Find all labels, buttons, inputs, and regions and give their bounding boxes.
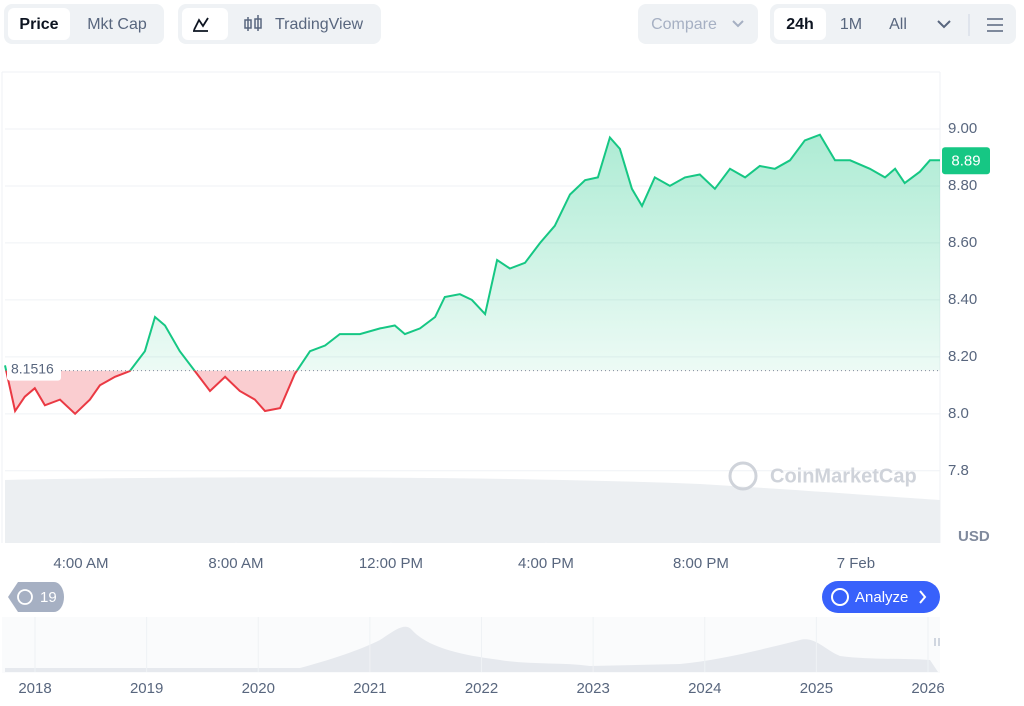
area-below bbox=[6, 370, 297, 414]
range-1m[interactable]: 1M bbox=[840, 16, 862, 33]
range-24h[interactable]: 24h bbox=[786, 16, 814, 33]
range-toggle bbox=[770, 4, 1016, 44]
navigator-year: 2025 bbox=[800, 680, 833, 697]
volume-area bbox=[5, 477, 940, 543]
line-icon bbox=[193, 17, 209, 32]
candle-icon bbox=[244, 15, 262, 31]
x-tick-label: 4:00 PM bbox=[518, 555, 574, 572]
compare-button[interactable] bbox=[638, 4, 758, 44]
navigator-year: 2026 bbox=[911, 680, 944, 697]
mktcap-tab[interactable]: Mkt Cap bbox=[87, 16, 147, 33]
navigator-year: 2020 bbox=[242, 680, 275, 697]
y-tick-label: 8.80 bbox=[948, 177, 977, 194]
x-tick-label: 8:00 AM bbox=[208, 555, 263, 572]
current-price-badge bbox=[942, 147, 990, 175]
unit-label: USD bbox=[958, 528, 990, 545]
range-24h-bg[interactable] bbox=[774, 8, 826, 40]
navigator-year: 2019 bbox=[130, 680, 163, 697]
analyze-chevron bbox=[919, 590, 927, 604]
x-tick-label: 4:00 AM bbox=[53, 555, 108, 572]
price-tab-bg[interactable] bbox=[8, 8, 70, 40]
analyze-label[interactable]: Analyze bbox=[855, 589, 908, 606]
analyze-icon bbox=[831, 588, 849, 606]
navigator-year: 2021 bbox=[353, 680, 386, 697]
navigator-year: 2024 bbox=[688, 680, 721, 697]
price-line-above bbox=[4, 133, 940, 371]
chevron bbox=[732, 20, 744, 28]
navigator-handle[interactable] bbox=[934, 638, 940, 646]
price-tab[interactable]: Price bbox=[19, 16, 58, 33]
chart-type-toggle bbox=[178, 4, 381, 44]
history-count[interactable]: 19 bbox=[40, 589, 57, 606]
x-tick-label: 8:00 PM bbox=[673, 555, 729, 572]
history-pill[interactable] bbox=[8, 582, 64, 612]
reference-label: 8.1516 bbox=[11, 360, 54, 376]
navigator-year: 2018 bbox=[18, 680, 51, 697]
area-above bbox=[5, 134, 940, 371]
x-tick-label: 7 Feb bbox=[837, 555, 875, 572]
compare-label[interactable]: Compare bbox=[651, 16, 717, 33]
analyze-button[interactable] bbox=[822, 581, 940, 613]
reference-badge bbox=[7, 358, 61, 381]
navigator-year: 2022 bbox=[465, 680, 498, 697]
y-tick-label: 7.8 bbox=[948, 462, 969, 479]
navigator-year: 2023 bbox=[576, 680, 609, 697]
range-all[interactable]: All bbox=[889, 16, 907, 33]
watermark: CoinMarketCap bbox=[770, 465, 917, 487]
settings-icon[interactable] bbox=[987, 18, 1003, 32]
tradingview-tab[interactable]: TradingView bbox=[275, 16, 363, 33]
current-price-label: 8.89 bbox=[951, 152, 980, 169]
y-tick-label: 8.60 bbox=[948, 234, 977, 251]
x-tick-label: 12:00 PM bbox=[359, 555, 423, 572]
watermark-logo bbox=[728, 461, 758, 491]
y-tick-label: 8.40 bbox=[948, 291, 977, 308]
y-tick-label: 8.0 bbox=[948, 405, 969, 422]
history-icon bbox=[17, 589, 33, 605]
y-tick-label: 9.00 bbox=[948, 120, 977, 137]
y-tick-label: 8.20 bbox=[948, 348, 977, 365]
navigator-area bbox=[5, 626, 938, 672]
range-dropdown[interactable] bbox=[937, 20, 951, 29]
